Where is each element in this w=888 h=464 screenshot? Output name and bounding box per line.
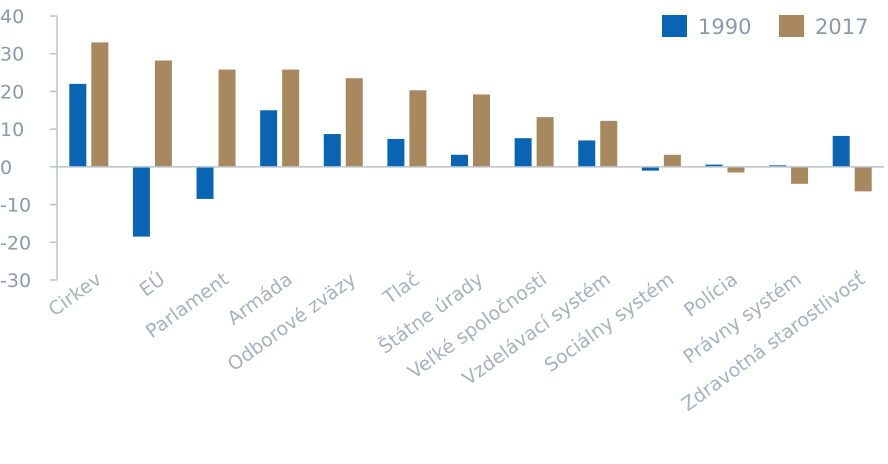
y-tick-label: 30	[0, 44, 24, 66]
bar-2017-8	[536, 117, 554, 167]
x-category-label: Cirkev	[45, 268, 106, 321]
y-axis: 40 30 20 10 0 -10 -20 -30	[0, 6, 58, 292]
y-tick-label: -30	[0, 270, 31, 292]
bar-1990-4	[260, 110, 278, 167]
bar-1990-6	[387, 138, 405, 167]
bar-1990-1	[69, 83, 87, 167]
bar-1990-12	[769, 165, 787, 167]
bar-2017-12	[791, 166, 809, 184]
bar-2017-13	[854, 166, 872, 192]
y-tick-label: -20	[0, 232, 31, 254]
bar-1990-10	[641, 166, 659, 171]
y-tick-label: 0	[0, 157, 12, 179]
x-category-label: EÚ	[134, 267, 169, 302]
bar-1990-13	[832, 135, 850, 167]
bar-2017-6	[409, 90, 427, 167]
bar-1990-11	[705, 164, 723, 167]
bar-1990-2	[132, 166, 150, 237]
legend-swatch-2017	[779, 15, 804, 37]
bar-2017-2	[154, 60, 172, 167]
bar-1990-5	[323, 134, 341, 167]
y-tick-label: 10	[0, 119, 24, 141]
y-tick-label: 20	[0, 81, 24, 103]
bar-1990-3	[196, 166, 214, 199]
bar-1990-9	[578, 140, 596, 167]
bar-2017-4	[282, 69, 300, 167]
bar-1990-8	[514, 138, 532, 167]
bar-1990-7	[451, 154, 468, 167]
bar-2017-9	[600, 120, 618, 167]
legend-label-1990: 1990	[698, 15, 751, 39]
bar-2017-11	[727, 166, 745, 173]
bar-2017-3	[218, 69, 236, 167]
legend-swatch-1990	[662, 15, 687, 37]
x-category-label: Štátne úrady	[374, 267, 488, 359]
bar-2017-5	[345, 78, 363, 167]
y-tick-label: -10	[0, 195, 31, 217]
x-category-label: Tlač	[379, 268, 424, 309]
y-tick-label: 40	[0, 6, 24, 28]
bar-2017-1	[91, 42, 109, 167]
bar-2017-10	[663, 154, 681, 167]
legend-label-2017: 2017	[815, 15, 868, 39]
bars	[69, 42, 872, 237]
bar-2017-7	[473, 94, 490, 167]
legend: 1990 2017	[662, 15, 868, 39]
